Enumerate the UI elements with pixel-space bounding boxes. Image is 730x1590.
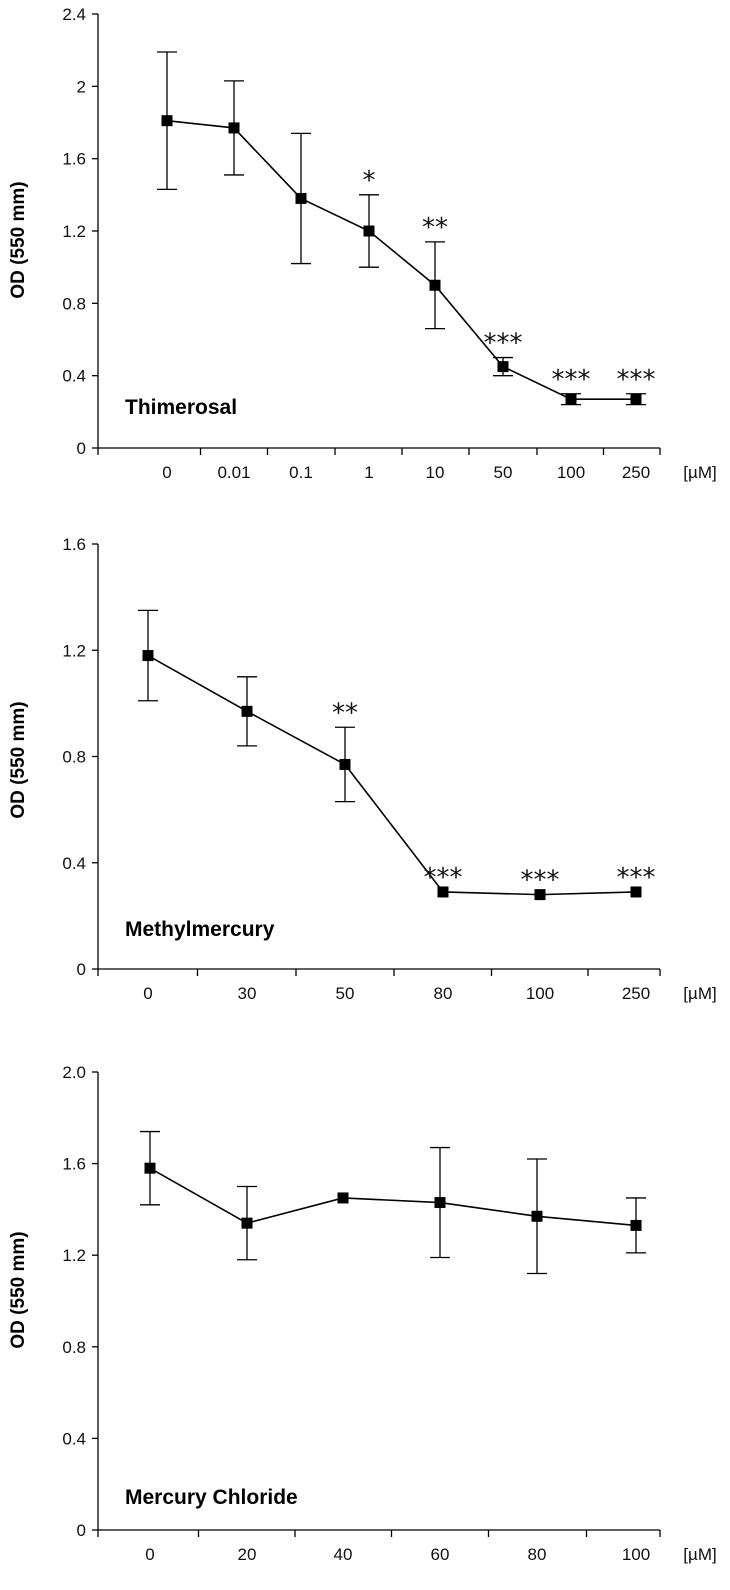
significance-label: ***: [424, 863, 463, 893]
series-line: [147, 654, 637, 896]
significance-label: *: [363, 166, 376, 196]
x-tick-label: 1: [364, 463, 373, 482]
data-point: [630, 393, 642, 405]
data-point: [241, 1217, 253, 1229]
significance-label: ***: [617, 863, 656, 893]
x-tick-label: 0.1: [289, 463, 313, 482]
series-line: [149, 1167, 637, 1227]
x-tick-label: 100: [557, 463, 585, 482]
y-tick-label: 1.2: [62, 641, 86, 660]
significance-label: ***: [521, 866, 560, 896]
x-axis-unit: [µM]: [683, 463, 716, 482]
x-tick-label: 80: [434, 984, 453, 1003]
x-tick-label: 250: [622, 463, 650, 482]
data-point: [565, 393, 577, 405]
chart-title: Thimerosal: [125, 396, 237, 419]
significance-label: ***: [617, 365, 656, 395]
x-axis-unit: [µM]: [683, 1545, 716, 1564]
x-tick-label: 0: [145, 1545, 154, 1564]
data-point: [434, 1197, 446, 1209]
series-line: [166, 119, 636, 400]
significance-label: **: [422, 213, 448, 243]
chart-title: Mercury Chloride: [125, 1486, 298, 1509]
significance-label: ***: [552, 365, 591, 395]
y-tick-label: 2: [77, 77, 86, 96]
data-point: [295, 192, 307, 204]
data-point: [161, 115, 173, 127]
x-tick-label: 50: [494, 463, 513, 482]
y-axis-label: OD (550 mm): [8, 181, 29, 298]
data-point: [497, 361, 509, 373]
chart-title: Methylmercury: [125, 918, 275, 941]
x-tick-label: 80: [528, 1545, 547, 1564]
x-tick-label: 0.01: [217, 463, 250, 482]
y-tick-label: 1.6: [62, 1155, 86, 1174]
data-point: [630, 886, 642, 898]
data-point: [142, 650, 154, 662]
chart-panel-1: 0 0.4 0.8 1.2 1.6 2 2.4 0 0.01 0.1 1 10 50 100 250 [µM]…: [8, 5, 717, 482]
x-tick-label: 50: [336, 984, 355, 1003]
x-tick-label: 100: [622, 1545, 650, 1564]
data-point: [144, 1162, 156, 1174]
x-tick-label: 250: [622, 984, 650, 1003]
y-tick-label: 0.4: [62, 1429, 86, 1448]
x-tick-label: 0: [162, 463, 171, 482]
x-tick-label: 60: [431, 1545, 450, 1564]
data-point: [337, 1192, 349, 1204]
data-point: [241, 705, 253, 717]
x-axis-unit: [µM]: [683, 984, 716, 1003]
x-tick-label: 100: [526, 984, 554, 1003]
chart-panel-3: 0 0.4 0.8 1.2 1.6 2.0 0 20 40 60 80 100 [µM] OD (550 …: [8, 1063, 717, 1564]
y-tick-label: 0: [77, 1521, 86, 1540]
y-tick-label: 0: [77, 960, 86, 979]
y-tick-label: 1.2: [62, 1246, 86, 1265]
y-tick-label: 0.4: [62, 367, 86, 386]
y-tick-label: 2.4: [62, 5, 86, 24]
data-point: [429, 279, 441, 291]
data-point: [339, 758, 351, 770]
data-point: [363, 225, 375, 237]
y-tick-label: 0.8: [62, 1338, 86, 1357]
data-point: [228, 122, 240, 134]
y-tick-label: 0.4: [62, 854, 86, 873]
y-tick-label: 1.6: [62, 535, 86, 554]
x-tick-label: 10: [426, 463, 445, 482]
x-tick-label: 40: [334, 1545, 353, 1564]
y-tick-label: 1.2: [62, 222, 86, 241]
y-tick-label: 1.6: [62, 150, 86, 169]
y-tick-label: 0.8: [62, 748, 86, 767]
y-tick-label: 0: [77, 439, 86, 458]
y-axis-label: OD (550 mm): [8, 701, 29, 818]
x-tick-label: 0: [143, 984, 152, 1003]
x-tick-label: 30: [238, 984, 257, 1003]
data-point: [437, 886, 449, 898]
data-point: [534, 889, 546, 901]
significance-label: ***: [484, 329, 523, 359]
x-tick-label: 20: [238, 1545, 257, 1564]
data-point: [630, 1219, 642, 1231]
y-tick-label: 0.8: [62, 294, 86, 313]
data-point: [531, 1210, 543, 1222]
significance-label: **: [332, 698, 358, 728]
y-tick-label: 2.0: [62, 1063, 86, 1082]
y-axis-label: OD (550 mm): [8, 1231, 29, 1348]
chart-panel-2: 0 0.4 0.8 1.2 1.6 0 30 50 80 100 250 [µM] OD (550 mm…: [8, 535, 717, 1003]
